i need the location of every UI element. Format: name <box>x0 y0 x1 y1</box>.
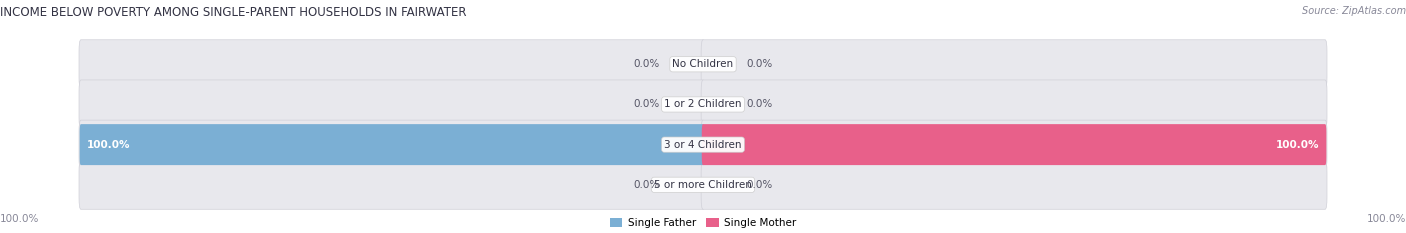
Text: 0.0%: 0.0% <box>633 59 659 69</box>
FancyBboxPatch shape <box>79 40 704 89</box>
FancyBboxPatch shape <box>79 160 704 209</box>
Text: 100.0%: 100.0% <box>87 140 131 150</box>
FancyBboxPatch shape <box>79 120 704 169</box>
Text: 100.0%: 100.0% <box>0 214 39 224</box>
Legend: Single Father, Single Mother: Single Father, Single Mother <box>610 218 796 228</box>
FancyBboxPatch shape <box>702 160 1327 209</box>
Text: INCOME BELOW POVERTY AMONG SINGLE-PARENT HOUSEHOLDS IN FAIRWATER: INCOME BELOW POVERTY AMONG SINGLE-PARENT… <box>0 6 467 19</box>
Text: 0.0%: 0.0% <box>633 180 659 190</box>
Text: 3 or 4 Children: 3 or 4 Children <box>664 140 742 150</box>
FancyBboxPatch shape <box>702 80 1327 129</box>
Text: 5 or more Children: 5 or more Children <box>654 180 752 190</box>
Text: 100.0%: 100.0% <box>1367 214 1406 224</box>
Text: 1 or 2 Children: 1 or 2 Children <box>664 99 742 110</box>
Text: Source: ZipAtlas.com: Source: ZipAtlas.com <box>1302 6 1406 16</box>
Text: 0.0%: 0.0% <box>633 99 659 110</box>
FancyBboxPatch shape <box>702 40 1327 89</box>
FancyBboxPatch shape <box>80 124 704 165</box>
Text: 0.0%: 0.0% <box>747 180 773 190</box>
FancyBboxPatch shape <box>79 80 704 129</box>
Text: 100.0%: 100.0% <box>1275 140 1319 150</box>
Text: No Children: No Children <box>672 59 734 69</box>
Text: 0.0%: 0.0% <box>747 59 773 69</box>
Text: 0.0%: 0.0% <box>747 99 773 110</box>
FancyBboxPatch shape <box>702 124 1326 165</box>
FancyBboxPatch shape <box>702 120 1327 169</box>
